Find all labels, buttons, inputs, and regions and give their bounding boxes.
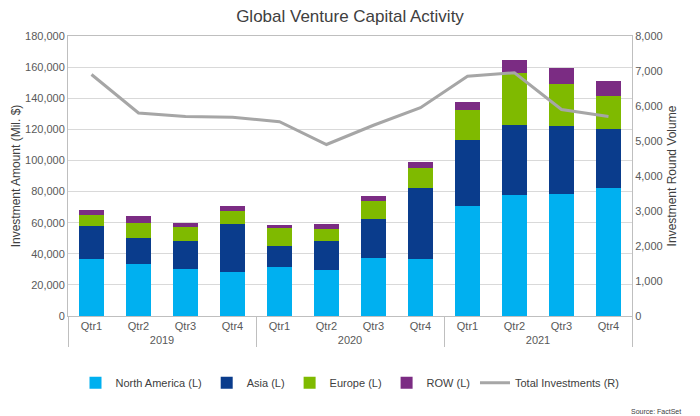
- svg-text:0: 0: [59, 310, 65, 322]
- svg-text:2019: 2019: [150, 334, 174, 346]
- svg-text:120,000: 120,000: [25, 123, 65, 135]
- svg-text:5,000: 5,000: [635, 135, 663, 147]
- svg-text:Qtr1: Qtr1: [457, 320, 478, 332]
- svg-text:7,000: 7,000: [635, 65, 663, 77]
- svg-text:ROW (L): ROW (L): [427, 377, 470, 389]
- svg-text:Global Venture Capital Activit: Global Venture Capital Activity: [236, 7, 464, 26]
- svg-text:80,000: 80,000: [31, 185, 65, 197]
- svg-text:4,000: 4,000: [635, 170, 663, 182]
- svg-text:Qtr3: Qtr3: [175, 320, 196, 332]
- svg-text:Qtr4: Qtr4: [598, 320, 619, 332]
- svg-text:160,000: 160,000: [25, 61, 65, 73]
- svg-text:20,000: 20,000: [31, 279, 65, 291]
- svg-text:Qtr4: Qtr4: [410, 320, 431, 332]
- svg-text:6,000: 6,000: [635, 100, 663, 112]
- svg-text:2020: 2020: [338, 334, 362, 346]
- svg-text:North America (L): North America (L): [116, 377, 202, 389]
- svg-text:Asia (L): Asia (L): [247, 377, 285, 389]
- svg-text:Qtr2: Qtr2: [128, 320, 149, 332]
- svg-text:40,000: 40,000: [31, 248, 65, 260]
- svg-text:Qtr2: Qtr2: [504, 320, 525, 332]
- svg-text:3,000: 3,000: [635, 205, 663, 217]
- svg-text:100,000: 100,000: [25, 154, 65, 166]
- svg-text:2021: 2021: [526, 334, 550, 346]
- svg-text:Qtr4: Qtr4: [222, 320, 243, 332]
- svg-text:Qtr1: Qtr1: [269, 320, 290, 332]
- svg-text:Qtr1: Qtr1: [81, 320, 102, 332]
- svg-text:Qtr3: Qtr3: [363, 320, 384, 332]
- svg-text:140,000: 140,000: [25, 92, 65, 104]
- svg-text:180,000: 180,000: [25, 30, 65, 42]
- svg-text:0: 0: [635, 310, 641, 322]
- svg-text:Europe (L): Europe (L): [330, 377, 382, 389]
- svg-text:60,000: 60,000: [31, 217, 65, 229]
- svg-text:Source: FactSet: Source: FactSet: [631, 408, 681, 415]
- svg-text:Investment Round Volume: Investment Round Volume: [665, 105, 679, 246]
- svg-text:1,000: 1,000: [635, 275, 663, 287]
- svg-text:2,000: 2,000: [635, 240, 663, 252]
- svg-text:Investment Amount (Mil. $): Investment Amount (Mil. $): [9, 105, 23, 248]
- svg-text:Qtr3: Qtr3: [551, 320, 572, 332]
- svg-text:8,000: 8,000: [635, 30, 663, 42]
- svg-text:Qtr2: Qtr2: [316, 320, 337, 332]
- svg-text:Total Investments (R): Total Investments (R): [515, 377, 619, 389]
